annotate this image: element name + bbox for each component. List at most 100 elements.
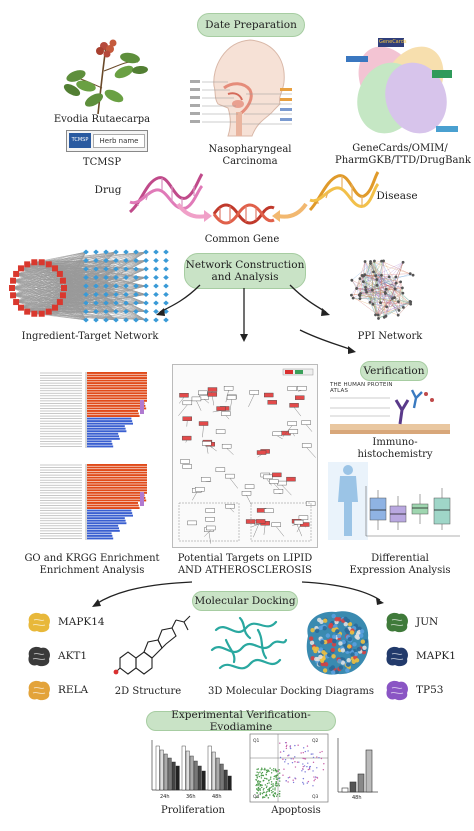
pathway-gene-box <box>300 522 310 527</box>
pathway-gene-box <box>179 393 189 398</box>
target-node <box>143 292 149 297</box>
apop-bar-x-tick: 48h <box>352 795 362 801</box>
pathway-gene-box <box>301 420 311 425</box>
ppi-node <box>384 287 388 291</box>
ppi-node <box>372 270 375 274</box>
enrichment-legend <box>140 400 144 414</box>
target-node <box>163 266 169 272</box>
enrichment-bar <box>87 377 147 379</box>
target-node <box>163 258 169 263</box>
target-node <box>143 266 149 272</box>
target-node <box>153 249 159 255</box>
ppi-node <box>387 275 391 279</box>
enrichment-term-label <box>40 527 82 529</box>
pathway-gene-box <box>264 508 274 513</box>
ingredient-node <box>52 265 59 272</box>
pathway-gene-box <box>301 443 312 448</box>
ingredient-node <box>38 310 45 317</box>
enrichment-term-label <box>40 435 82 437</box>
pathway-gene-box <box>298 515 309 520</box>
enrichment-term-label <box>40 520 82 522</box>
ppi-node <box>394 275 398 279</box>
pathway-gene-box <box>287 421 297 426</box>
ingredient-node <box>9 285 15 291</box>
target-node <box>83 283 89 289</box>
network-arrows <box>156 284 356 354</box>
pathway-gene-box <box>226 395 237 400</box>
ppi-node <box>409 302 413 306</box>
proliferation-bar <box>207 745 212 791</box>
target-node <box>143 275 149 280</box>
left-protein-list: MAPK14 AKT1 RELA <box>26 608 106 701</box>
proliferation-bar <box>175 765 180 791</box>
pathway-gene-box <box>293 519 304 525</box>
target-node <box>93 249 99 255</box>
common-gene-label: Common Gene <box>204 234 280 245</box>
enrichment-bar <box>87 464 147 466</box>
ingredient-node <box>31 259 38 266</box>
herb-name-field[interactable]: Herb name <box>93 134 145 148</box>
enrichment-term-label <box>40 515 82 517</box>
targets-label-line1: Potential Targets on LIPID <box>177 553 313 564</box>
pathway-gene-box <box>272 472 282 478</box>
pathway-gene-box <box>273 489 284 494</box>
protein-name: MAPK14 <box>58 616 105 628</box>
proliferation-bar <box>155 745 160 791</box>
pathway-gene-box <box>223 386 234 391</box>
pathway-gene-box <box>205 508 215 513</box>
evodiamine-2d-structure <box>113 615 191 675</box>
enrichment-term-label <box>40 469 82 471</box>
enrichment-bar <box>87 372 147 374</box>
target-node <box>113 292 119 297</box>
enrichment-term-label <box>40 403 82 404</box>
body-outline-illustration <box>328 462 368 540</box>
enrichment-term-label <box>40 395 82 397</box>
common-gene-helix <box>212 203 275 225</box>
pathway-gene-box <box>288 429 299 434</box>
proliferation-bar <box>167 757 172 791</box>
ingredient-node <box>13 299 20 306</box>
target-node <box>103 283 109 289</box>
enrichment-bar <box>87 502 138 504</box>
enrichment-bar <box>87 422 133 425</box>
kegg-enrichment-bars <box>40 464 147 540</box>
ingredient-node <box>24 308 31 315</box>
target-node <box>133 309 139 314</box>
enrichment-legend <box>140 492 144 506</box>
enrichment-bar <box>87 524 119 527</box>
date-preparation-title: Date Preparation <box>205 19 297 31</box>
target-node <box>113 300 119 306</box>
enrichment-term-label <box>40 482 82 484</box>
enrichment-bar <box>87 481 147 484</box>
target-node <box>163 275 169 280</box>
apoptosis-bar-chart: 48h <box>337 738 378 801</box>
enrichment-term-label <box>40 535 82 537</box>
pathway-gene-box <box>272 431 282 437</box>
enrichment-bar <box>87 399 147 402</box>
go-enrichment-chart <box>32 364 150 452</box>
drug-dna-helix <box>128 173 204 214</box>
enrichment-term-label <box>40 443 82 445</box>
enrichment-bar <box>87 394 147 397</box>
diff-label-line2: Expression Analysis <box>349 565 451 576</box>
target-node <box>93 309 99 314</box>
pathway-gene-box <box>180 459 190 464</box>
pathway-gene-box <box>249 390 259 395</box>
protein-name: JUN <box>416 616 439 628</box>
protein-blob-icon <box>386 646 409 667</box>
pathway-gene-box <box>182 400 193 406</box>
kegg-pathway-map <box>172 364 318 548</box>
target-node <box>153 300 159 306</box>
drug-arrow <box>176 202 212 222</box>
enrichment-term-label <box>40 479 82 481</box>
enrichment-label: GO and KRGG Enrichment Enrichment Analys… <box>22 553 162 577</box>
protein-item-tp53: TP53 <box>384 676 464 704</box>
enrichment-term-label <box>40 410 82 412</box>
enrichment-bar <box>87 491 147 494</box>
target-node <box>93 283 99 289</box>
differential-expression-label: Differential Expression Analysis <box>340 553 460 577</box>
target-node <box>93 266 99 272</box>
enrichment-bar <box>87 529 120 532</box>
target-node <box>103 317 109 323</box>
pathway-gene-box <box>207 387 218 392</box>
